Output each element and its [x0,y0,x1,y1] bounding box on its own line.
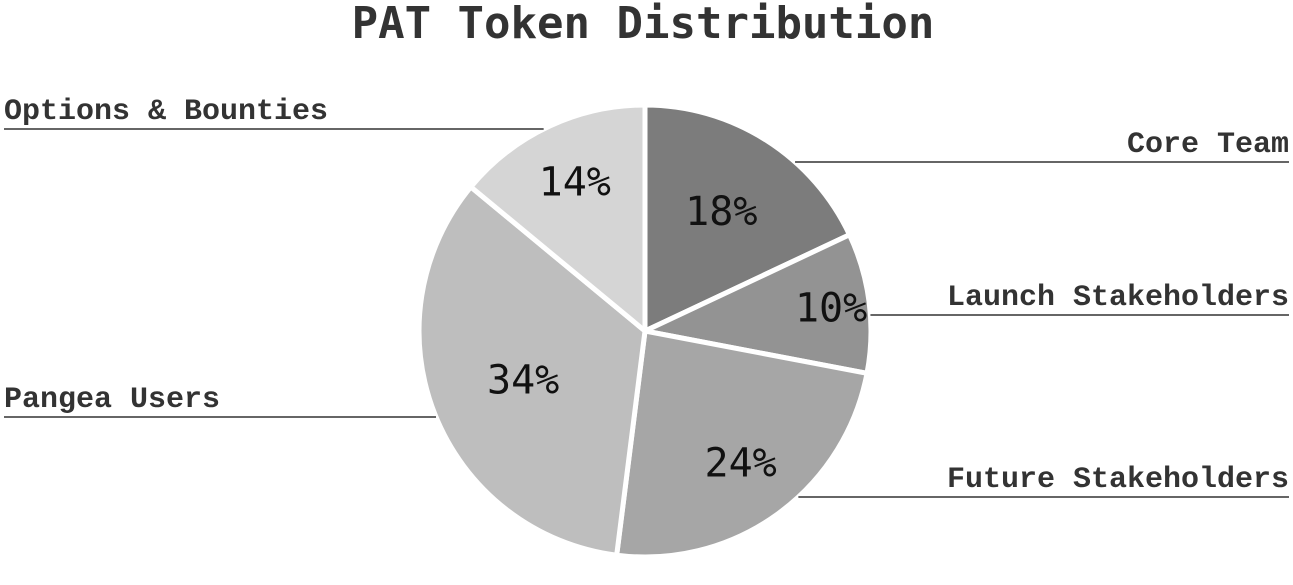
pie-slice-future-stakeholders [614,328,870,560]
category-labels: Core Team Launch Stakeholders Future Stake… [4,95,1289,497]
percent-labels: 18% 10% 24% 34% 14% [487,160,867,487]
category-label: Launch Stakeholders [947,281,1289,315]
percent-label: 10% [795,285,867,331]
percent-label: 14% [539,160,611,206]
pie-slice-pangea-users [416,184,648,558]
chart-title: PAT Token Distribution [352,0,935,49]
percent-label: 34% [487,357,559,403]
pie-slices [416,102,874,560]
category-label: Future Stakeholders [947,463,1289,497]
percent-label: 18% [685,189,757,235]
category-label: Core Team [1127,128,1289,162]
percent-label: 24% [705,441,777,487]
category-label: Pangea Users [4,383,220,417]
category-label: Options & Bounties [4,95,328,129]
leader-lines [4,128,1289,498]
pie-slice-launch-stakeholders [642,232,874,376]
pie-slice-options-bounties [468,102,648,334]
pie-slice-core-team [642,102,852,334]
